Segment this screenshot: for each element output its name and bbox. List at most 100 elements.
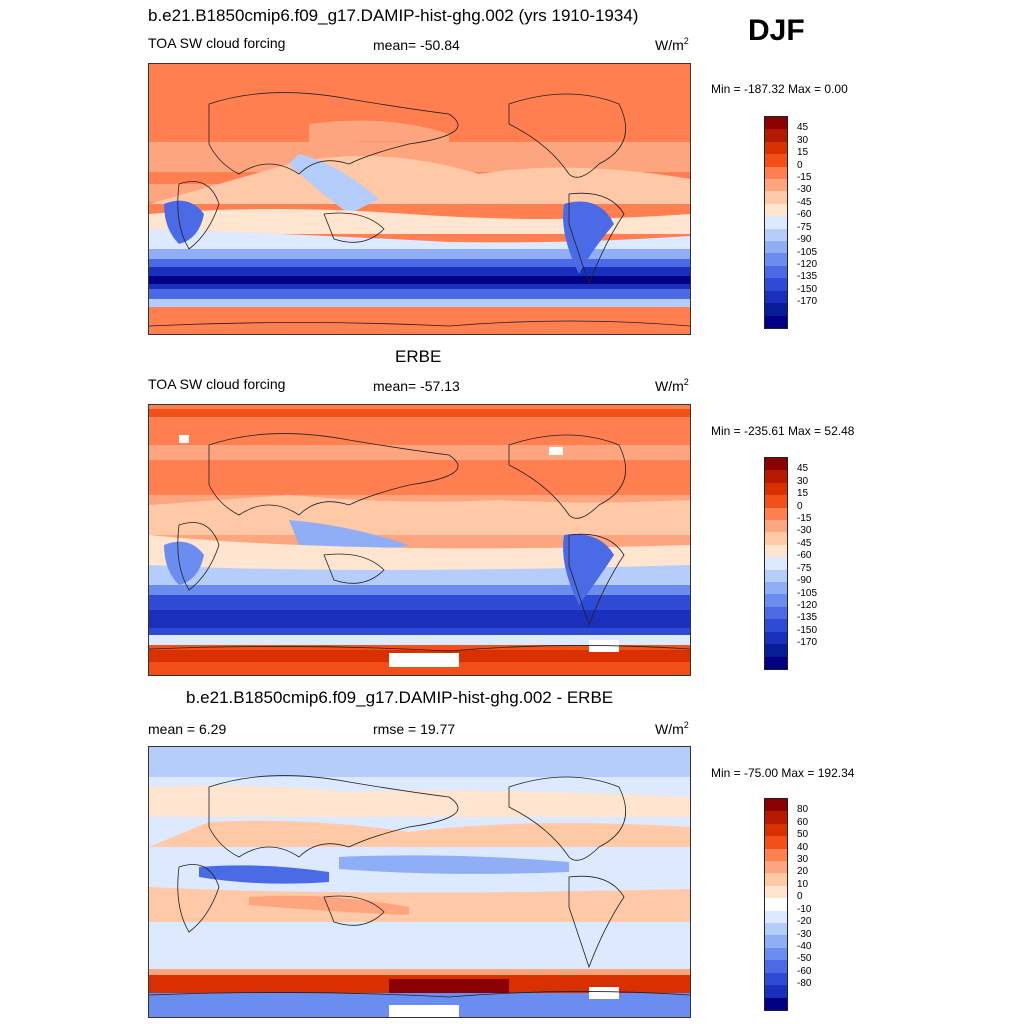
colorbar-label: -80 <box>797 978 812 990</box>
colorbar-swatch <box>765 315 787 328</box>
colorbar-label: 15 <box>797 147 809 159</box>
colorbar-swatch <box>765 495 787 508</box>
panel-2-map <box>148 404 691 676</box>
panel-2-mean: mean= -57.13 <box>373 378 460 394</box>
colorbar-swatch <box>765 241 787 254</box>
panel-3-units: W/m2 <box>655 720 689 737</box>
colorbar-label: 30 <box>797 475 809 487</box>
colorbar-swatch <box>765 507 787 521</box>
colorbar-label: -15 <box>797 513 812 525</box>
panel-3-title: b.e21.B1850cmip6.f09_g17.DAMIP-hist-ghg.… <box>186 688 614 707</box>
colorbar-swatch <box>765 265 787 279</box>
colorbar-label: -170 <box>797 296 818 308</box>
panel-1-map <box>148 63 691 335</box>
colorbar-label: -30 <box>797 525 812 537</box>
colorbar-swatch <box>765 997 787 1010</box>
colorbar-swatch <box>765 179 787 192</box>
colorbar-swatch <box>765 470 787 483</box>
colorbar-label: 0 <box>797 891 803 903</box>
colorbar-swatch <box>765 861 787 874</box>
colorbar-swatch <box>765 582 787 595</box>
colorbar-swatch <box>765 898 787 911</box>
colorbar-swatch <box>765 228 787 242</box>
colorbar-swatch <box>765 972 787 986</box>
colorbar-swatch <box>765 532 787 545</box>
colorbar-swatch <box>765 569 787 583</box>
colorbar-swatch <box>765 656 787 669</box>
panel-2-title: ERBE <box>395 347 442 366</box>
panel-1-minmax: Min = -187.32 Max = 0.00 <box>711 82 848 96</box>
colorbar-label: -15 <box>797 172 812 184</box>
panel-3-mean: mean = 6.29 <box>148 721 227 737</box>
colorbar-label: 45 <box>797 122 809 134</box>
colorbar-swatch <box>765 290 787 304</box>
colorbar-swatch <box>765 923 787 936</box>
panel-3-minmax: Min = -75.00 Max = 192.34 <box>711 766 855 780</box>
colorbar-swatch <box>765 848 787 862</box>
panel-2-variable: TOA SW cloud forcing <box>148 376 286 392</box>
colorbar-label: -170 <box>797 637 818 649</box>
colorbar-label: -60 <box>797 550 812 562</box>
colorbar-label: -20 <box>797 916 812 928</box>
panel-2-minmax: Min = -235.61 Max = 52.48 <box>711 424 855 438</box>
colorbar-label: 0 <box>797 159 803 171</box>
colorbar-label: -150 <box>797 624 818 636</box>
colorbar-swatch <box>765 873 787 886</box>
colorbar-swatch <box>765 166 787 180</box>
panel-1-title: b.e21.B1850cmip6.f09_g17.DAMIP-hist-ghg.… <box>148 6 639 25</box>
colorbar-swatch <box>765 253 787 266</box>
colorbar-label: -60 <box>797 965 812 977</box>
panel-1-colorbar <box>764 116 788 329</box>
colorbar-swatch <box>765 154 787 167</box>
panel-3-colorbar <box>764 798 788 1011</box>
colorbar-swatch <box>765 985 787 998</box>
colorbar-swatch <box>765 960 787 973</box>
colorbar-label: -50 <box>797 953 812 965</box>
colorbar-swatch <box>765 823 787 837</box>
colorbar-swatch <box>765 216 787 229</box>
colorbar-swatch <box>765 278 787 291</box>
colorbar-swatch <box>765 836 787 849</box>
colorbar-label: 30 <box>797 854 809 866</box>
colorbar-label: 20 <box>797 866 809 878</box>
colorbar-label: -60 <box>797 209 812 221</box>
colorbar-label: 80 <box>797 804 809 816</box>
colorbar-swatch <box>765 544 787 558</box>
colorbar-label: 15 <box>797 488 809 500</box>
colorbar-label: -75 <box>797 562 812 574</box>
colorbar-label: -135 <box>797 612 818 624</box>
colorbar-label: 30 <box>797 134 809 146</box>
colorbar-swatch <box>765 594 787 607</box>
colorbar-label: -120 <box>797 258 818 270</box>
colorbar-label: -75 <box>797 221 812 233</box>
colorbar-label: -120 <box>797 599 818 611</box>
colorbar-label: -40 <box>797 940 812 952</box>
colorbar-swatch <box>765 191 787 204</box>
colorbar-swatch <box>765 520 787 533</box>
colorbar-label: -45 <box>797 196 812 208</box>
colorbar-label: -10 <box>797 903 812 915</box>
colorbar-swatch <box>765 619 787 632</box>
colorbar-label: -30 <box>797 184 812 196</box>
panel-3-map <box>148 746 691 1018</box>
panel-1-variable: TOA SW cloud forcing <box>148 35 286 51</box>
colorbar-swatch <box>765 117 787 130</box>
season-label: DJF <box>748 14 805 47</box>
colorbar-label: 40 <box>797 841 809 853</box>
colorbar-label: -90 <box>797 575 812 587</box>
colorbar-swatch <box>765 606 787 620</box>
panel-1-units: W/m2 <box>655 36 689 53</box>
colorbar-label: -90 <box>797 234 812 246</box>
panel-2-colorbar <box>764 457 788 670</box>
colorbar-swatch <box>765 631 787 645</box>
colorbar-label: -45 <box>797 537 812 549</box>
panel-3-rmse: rmse = 19.77 <box>373 721 456 737</box>
colorbar-label: -30 <box>797 928 812 940</box>
colorbar-swatch <box>765 303 787 316</box>
colorbar-swatch <box>765 885 787 899</box>
colorbar-swatch <box>765 935 787 948</box>
colorbar-swatch <box>765 811 787 824</box>
colorbar-swatch <box>765 482 787 496</box>
colorbar-label: 50 <box>797 829 809 841</box>
colorbar-label: -150 <box>797 283 818 295</box>
